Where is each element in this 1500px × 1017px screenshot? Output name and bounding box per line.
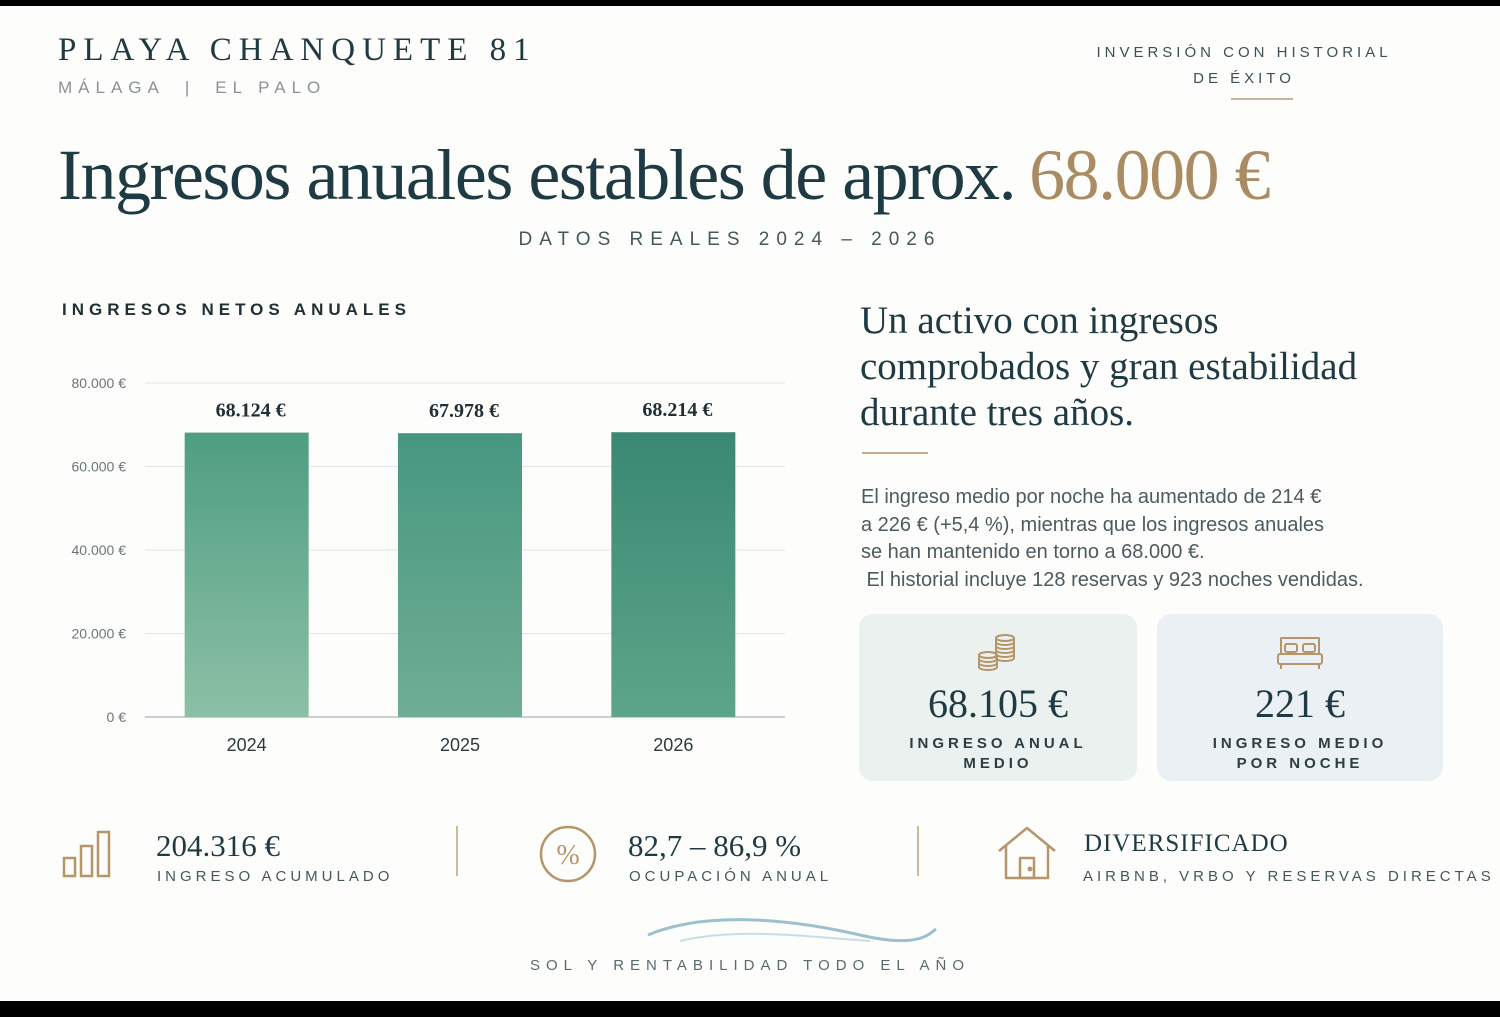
headline: Ingresos anuales estables de aprox. 68.00…	[58, 134, 1271, 217]
location-separator: |	[184, 78, 196, 97]
tagline-line-2: DE ÉXITO	[1193, 70, 1295, 87]
side-heading-line-1: Un activo con ingresos	[860, 299, 1219, 342]
y-tick-label: 40.000 €	[72, 542, 127, 558]
side-body-line-1: El ingreso medio por noche ha aumentado …	[861, 486, 1322, 508]
headline-subtitle: DATOS REALES 2024 – 2026	[518, 229, 942, 250]
side-heading: Un activo con ingresos comprobados y gra…	[860, 298, 1460, 436]
card-annual-average: 68.105 € INGRESO ANUAL MEDIO	[859, 614, 1137, 781]
side-body: El ingreso medio por noche ha aumentado …	[861, 484, 1441, 594]
bed-icon	[1277, 637, 1323, 669]
bar-2024	[184, 432, 309, 717]
y-tick-label: 80.000 €	[72, 375, 127, 391]
side-divider	[862, 452, 928, 454]
bar-2025	[398, 433, 522, 717]
stat-occupancy-value: 82,7 – 86,9 %	[628, 828, 802, 863]
coins-icon	[978, 634, 1015, 672]
card-nightly-label-line-2: POR NOCHE	[1236, 755, 1364, 772]
card-annual-value: 68.105 €	[928, 681, 1068, 726]
location: MÁLAGA | EL PALO	[58, 78, 326, 98]
headline-amount: 68.000 €	[1029, 135, 1271, 215]
svg-text:%: %	[556, 840, 579, 871]
side-body-line-4: El historial incluye 128 reservas y 923 …	[861, 568, 1364, 591]
tagline-divider	[1231, 98, 1293, 100]
percent-icon: %	[539, 825, 597, 883]
stat-occupancy-label: OCUPACIÓN ANUAL	[629, 868, 833, 885]
x-tick-label: 2026	[653, 735, 693, 755]
x-tick-label: 2025	[440, 735, 480, 755]
bar-2026	[611, 432, 736, 717]
bar-chart-icon	[62, 830, 111, 878]
card-nightly-average: 221 € INGRESO MEDIO POR NOCHE	[1157, 614, 1443, 781]
brand-title: PLAYA CHANQUETE 81	[58, 32, 537, 68]
footer-tagline: SOL Y RENTABILIDAD TODO EL AÑO	[529, 957, 971, 974]
stat-cumulative-value: 204.316 €	[156, 828, 280, 863]
headline-text: Ingresos anuales estables de aprox.	[58, 135, 1017, 215]
stat-divider-1	[456, 826, 458, 876]
y-tick-label: 60.000 €	[72, 459, 127, 475]
stat-channels-value: DIVERSIFICADO	[1084, 830, 1289, 857]
card-annual-label-line-2: MEDIO	[963, 755, 1033, 772]
house-icon	[998, 826, 1056, 880]
district: EL PALO	[215, 78, 327, 97]
chart-title: INGRESOS NETOS ANUALES	[62, 300, 411, 319]
x-tick-label: 2024	[227, 735, 267, 755]
page: PLAYA CHANQUETE 81 MÁLAGA | EL PALO INVERS…	[0, 6, 1500, 1001]
side-body-line-2: a 226 € (+5,4 %), mientras que los ingre…	[861, 513, 1325, 536]
stat-cumulative-label: INGRESO ACUMULADO	[157, 868, 394, 885]
card-nightly-label-line-1: INGRESO MEDIO	[1212, 735, 1388, 752]
card-annual-label-line-1: INGRESO ANUAL	[909, 735, 1087, 752]
data-label: 68.214 €	[642, 399, 712, 421]
side-heading-line-2: comprobados y gran estabilidad	[860, 345, 1358, 388]
y-tick-label: 0 €	[107, 709, 127, 725]
income-bar-chart: 0 € 20.000 € 40.000 € 60.000 € 80.000 € 68.1…	[72, 375, 785, 755]
wave-ornament	[647, 918, 937, 943]
tagline: INVERSIÓN CON HISTORIAL DE ÉXITO	[1064, 40, 1424, 92]
side-body-line-3: se han mantenido en torno a 68.000 €.	[861, 541, 1205, 563]
data-label: 68.124 €	[216, 400, 286, 422]
data-label: 67.978 €	[429, 400, 499, 422]
card-nightly-label: INGRESO MEDIO POR NOCHE	[1157, 734, 1443, 774]
card-nightly-value: 221 €	[1255, 681, 1345, 726]
card-annual-label: INGRESO ANUAL MEDIO	[859, 734, 1137, 774]
stat-channels-label: AIRBNB, VRBO Y RESERVAS DIRECTAS	[1083, 868, 1495, 885]
side-heading-line-3: durante tres años.	[860, 391, 1134, 434]
y-tick-label: 20.000 €	[72, 626, 127, 642]
city: MÁLAGA	[58, 78, 165, 97]
stat-divider-2	[917, 826, 919, 876]
tagline-line-1: INVERSIÓN CON HISTORIAL	[1096, 44, 1392, 61]
